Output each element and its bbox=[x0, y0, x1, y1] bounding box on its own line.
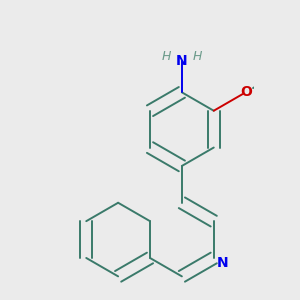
Text: N: N bbox=[176, 54, 188, 68]
Text: N: N bbox=[216, 256, 228, 270]
Text: O: O bbox=[241, 85, 253, 99]
Text: H: H bbox=[193, 50, 203, 63]
Text: H: H bbox=[161, 50, 171, 63]
